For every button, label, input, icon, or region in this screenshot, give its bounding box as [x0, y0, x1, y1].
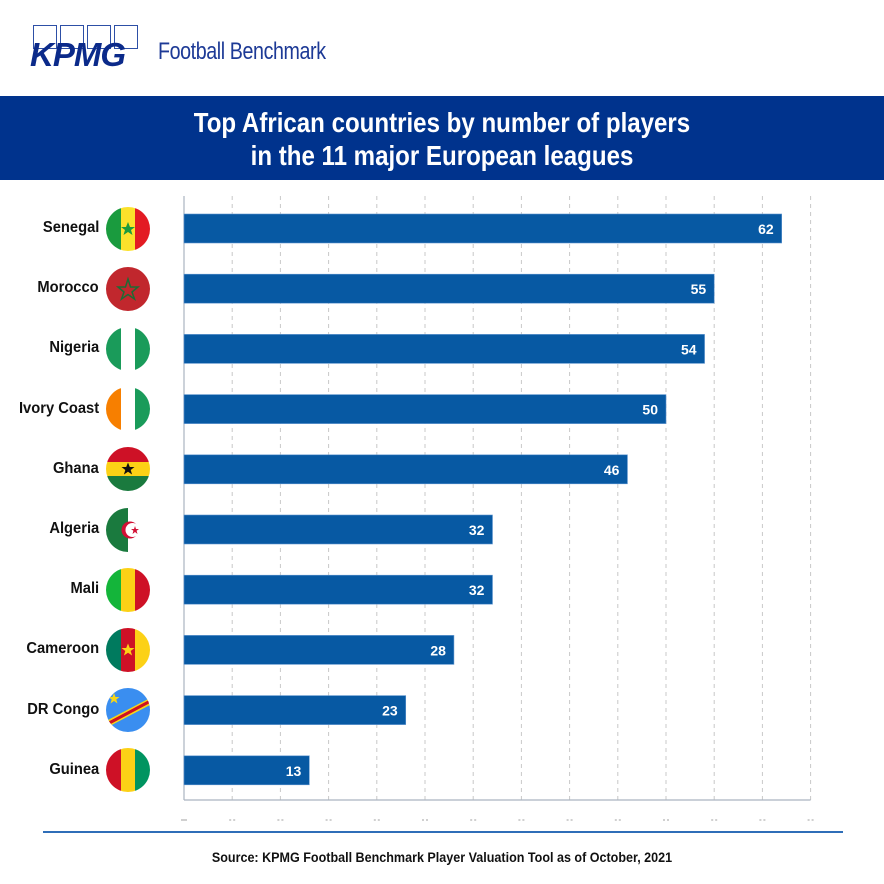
bar-morocco [183, 273, 715, 304]
chart-title-line-2: in the 11 major European leagues [250, 140, 634, 171]
chart-title: Top African countries by number of playe… [62, 106, 822, 172]
algeria-flag-icon [106, 507, 150, 552]
bar-dr-congo [183, 695, 407, 725]
bar-ghana [183, 454, 628, 485]
cameroon-flag-icon [106, 627, 150, 672]
category-label: Nigeria [49, 339, 99, 357]
data-label: 62 [758, 221, 774, 237]
ivory-coast-flag-icon [106, 387, 150, 432]
bar-senegal [183, 213, 782, 244]
guinea-flag-icon [106, 748, 150, 793]
senegal-flag-icon [106, 206, 150, 251]
morocco-flag-icon [106, 266, 150, 311]
kpmg-logo: KPMG [28, 22, 140, 73]
category-label: DR Congo [27, 700, 99, 718]
source-note: Source: KPMG Football Benchmark Player V… [211, 850, 673, 865]
category-label: Ivory Coast [18, 399, 99, 417]
category-label: Cameroon [26, 640, 99, 658]
data-label: 28 [430, 642, 446, 658]
ghana-flag-icon [106, 447, 150, 492]
kpmg-logo-text: KPMG [30, 36, 126, 73]
category-label: Mali [70, 580, 99, 598]
title-banner: Top African countries by number of playe… [0, 96, 884, 180]
chart-title-line-1: Top African countries by number of playe… [193, 107, 691, 138]
data-label: 13 [286, 763, 302, 779]
bar-algeria [183, 514, 493, 545]
data-label: 46 [604, 462, 620, 478]
brand-subtitle: Football Benchmark [158, 38, 326, 65]
data-label: 54 [681, 341, 697, 357]
category-label: Ghana [53, 459, 99, 477]
bar-mali [183, 574, 493, 605]
bar-nigeria [183, 334, 705, 364]
category-label: Senegal [42, 219, 99, 236]
footer-divider [43, 831, 843, 833]
bar-guinea [183, 755, 310, 786]
category-label: Algeria [49, 520, 99, 537]
kpmg-logo-boxes [33, 25, 138, 49]
bar-cameroon [183, 635, 455, 665]
bar-ivory-coast [183, 394, 667, 424]
data-label: 23 [382, 703, 398, 719]
data-label: 32 [469, 522, 485, 538]
dr-congo-flag-icon [106, 688, 150, 733]
data-label: 55 [691, 281, 707, 297]
data-label: 32 [469, 582, 485, 598]
data-label: 50 [642, 402, 658, 418]
mali-flag-icon [106, 567, 150, 612]
category-label: Morocco [37, 279, 99, 297]
nigeria-flag-icon [106, 326, 150, 371]
category-label: Guinea [49, 760, 99, 778]
